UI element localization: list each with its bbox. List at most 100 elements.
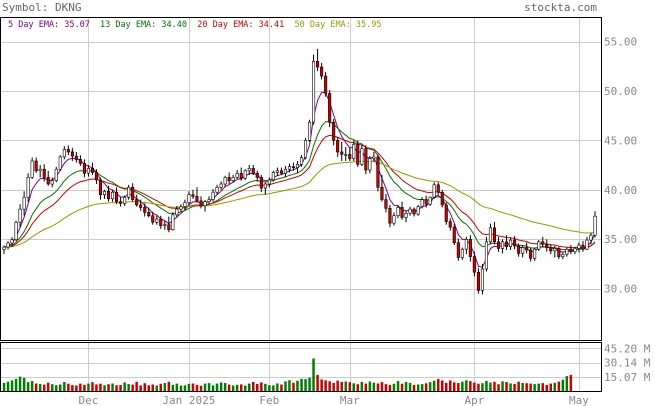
volume-bar [91, 382, 94, 391]
volume-bar [99, 383, 102, 391]
candle-body [159, 218, 163, 226]
volume-bar [30, 381, 34, 391]
candle-body [66, 149, 70, 153]
candle-body [123, 196, 127, 204]
volume-bar [497, 384, 500, 391]
candle-body [26, 177, 30, 198]
volume-bar [276, 383, 279, 391]
candle-body [103, 191, 107, 196]
volume-bar [344, 381, 347, 391]
volume-bar [481, 383, 484, 391]
volume-bar [22, 377, 26, 391]
candle-body [14, 222, 18, 241]
date-tick-label: Dec [78, 394, 98, 406]
candle-body [589, 234, 593, 241]
volume-bar [71, 385, 74, 391]
volume-bar [51, 384, 54, 391]
volume-bar [457, 383, 460, 391]
volume-bar [115, 385, 118, 391]
volume-bar [264, 383, 267, 391]
volume-bar [131, 384, 134, 391]
candle-body [139, 204, 143, 208]
volume-bar [63, 382, 66, 391]
candle-body [243, 170, 247, 179]
candle-body [521, 247, 525, 254]
grid-lines [1, 18, 601, 391]
date-tick-label: Feb [259, 394, 279, 406]
volume-bar [260, 382, 263, 391]
volume-bar [187, 383, 191, 391]
date-tick-label: May [569, 394, 589, 406]
candle-body [480, 268, 485, 291]
price-tick-label: 50.00 [604, 85, 637, 98]
candle-body [135, 199, 139, 206]
candle-body [472, 256, 476, 273]
volume-bar [219, 382, 223, 391]
candle-body [107, 191, 111, 200]
candle-body [86, 168, 90, 174]
volume-bar [14, 379, 18, 391]
candle-body [283, 168, 288, 174]
volume-bar [227, 384, 231, 391]
volume-bar [416, 384, 420, 391]
volume-bar [561, 379, 565, 391]
candle-body [127, 187, 131, 198]
candle-body [517, 245, 521, 254]
volume-bar [360, 382, 364, 391]
candle-body [545, 244, 549, 248]
volume-bar [332, 382, 335, 391]
volume-bar [191, 383, 195, 391]
volume-bar [127, 384, 130, 391]
candle-body [561, 253, 565, 257]
candle-body [456, 242, 460, 258]
volume-bar [87, 383, 90, 391]
volume-bar [179, 385, 183, 391]
volume-bar [235, 384, 239, 391]
price-tick-label: 40.00 [604, 184, 637, 197]
price-tick-label: 35.00 [604, 233, 637, 246]
volume-bar [211, 385, 215, 391]
volume-bar [565, 376, 569, 391]
candle-body [223, 177, 227, 185]
volume-bar [256, 384, 259, 391]
candle-body [529, 249, 533, 259]
volume-bar [244, 385, 247, 391]
legend-item: 20 Day EMA: 34.41 [197, 20, 284, 30]
price-tick-label: 30.00 [604, 283, 637, 296]
candle-body [34, 160, 38, 172]
volume-bar [348, 382, 351, 391]
volume-bar [396, 381, 400, 391]
candle-body [255, 173, 259, 178]
candle-body [119, 201, 123, 204]
candle-body [476, 271, 481, 291]
volume-bar [424, 383, 428, 391]
candle-body [360, 148, 364, 165]
candle-body [348, 154, 352, 159]
volume-bar [352, 383, 355, 391]
candle-body [70, 151, 74, 157]
volume-bar [107, 384, 110, 391]
volume-bar [183, 385, 187, 391]
candle-body [50, 180, 54, 185]
candle-body [549, 247, 553, 252]
volume-bar [167, 381, 171, 391]
volume-bar [529, 383, 532, 391]
volume-bar [6, 381, 10, 391]
candle-body [62, 149, 66, 158]
candle-body [500, 241, 505, 249]
volume-bar [75, 385, 78, 391]
symbol-label: Symbol: DKNG [2, 1, 81, 14]
volume-bar [284, 381, 287, 391]
candle-body [332, 121, 336, 141]
candle-body [111, 191, 115, 200]
volume-bar [376, 383, 380, 391]
candle-body [74, 155, 78, 160]
volume-bar [139, 385, 142, 391]
candle-body [207, 199, 211, 203]
volume-bar [18, 376, 22, 391]
volume-bar [388, 384, 392, 391]
volume-bar [533, 384, 536, 391]
volume-bar [521, 382, 524, 391]
volume-bar [525, 383, 528, 391]
